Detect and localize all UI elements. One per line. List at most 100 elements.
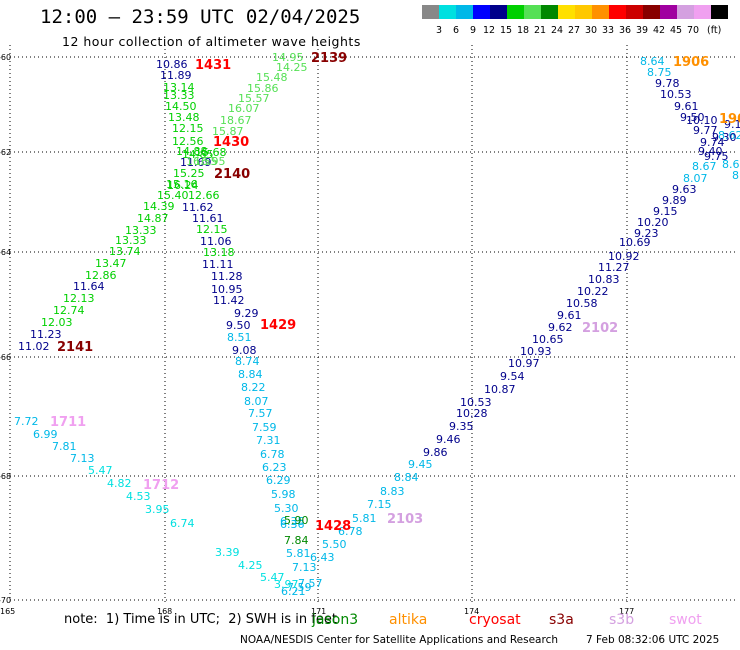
swh-value: 11.23 [30,328,62,341]
swh-value: 5.47 [260,571,285,584]
lat-tick-label: -62 [0,148,11,157]
legend-label: 3 [436,25,442,36]
swh-value: 12.66 [188,189,220,202]
swh-value: 6.35 [280,515,305,528]
swh-value: 9.45 [408,458,433,471]
swh-value: 10.65 [532,333,564,346]
legend-swatch [660,5,677,19]
swh-value: 9.35 [449,420,474,433]
swh-value: 12.56 [172,135,204,148]
swh-value: 8.84 [394,471,419,484]
swh-value: 8.83 [380,485,405,498]
swh-value: 9.54 [500,370,525,383]
legend-label: 9 [470,25,476,36]
swh-value: 9.50 [680,111,705,124]
swh-value: 15.57 [238,92,270,105]
time-stamp-label: 1711 [50,415,86,430]
lon-tick-label: 165 [0,607,15,616]
sat-label-s3a: s3a [549,612,574,628]
swh-value: 4.53 [126,490,151,503]
legend-swatch [609,5,626,19]
swh-value: 13.47 [95,257,127,270]
time-stamp-label: 2139 [311,51,347,66]
legend-label: 45 [670,25,682,36]
swh-value: 11.06 [200,235,232,248]
swh-value: 9.15 [653,205,678,218]
swh-value: 9.08 [232,344,257,357]
swh-value: 5.81 [352,512,377,525]
swh-value: 13.33 [115,234,147,247]
legend-label: 42 [653,25,665,36]
swh-value: 13.48 [168,111,200,124]
lon-tick-label: 174 [464,607,479,616]
time-stamp-label: 2102 [582,321,618,336]
swh-value: 11.89 [160,69,192,82]
swh-value: 6.21 [281,585,306,598]
swh-value: 10.10 [686,114,718,127]
swh-value: 8.07 [244,395,269,408]
legend-label: 30 [585,25,597,36]
swh-value: 7.13 [292,561,317,574]
legend-label: 12 [483,25,495,36]
swh-value: 16.07 [228,102,260,115]
swh-value: 3.39 [215,546,240,559]
swh-value: 5.98 [271,488,296,501]
swh-value: 6.78 [260,448,285,461]
swh-value: 10.86 [156,58,188,71]
swh-value: 14.95 [272,51,304,64]
time-stamp-label: 2141 [57,340,93,355]
swh-value: 9.75 [704,150,729,163]
swh-value: 6.78 [338,525,363,538]
swh-value: 16.55 [186,155,218,168]
swh-value: 14.39 [143,200,175,213]
swh-value: 8.74 [235,355,260,368]
legend-swatch [592,5,609,19]
swh-value: 7.15 [367,498,392,511]
swh-value: 9.40 [698,145,723,158]
time-stamp-label: 2103 [387,512,423,527]
legend-swatch [626,5,643,19]
swh-value: 13.14 [163,81,195,94]
swh-value: 9.30 [712,131,737,144]
lat-tick-label: -68 [0,472,11,481]
legend-swatch [677,5,694,19]
swh-value: 9.78 [655,77,680,90]
swh-value: 3.95 [145,503,170,516]
swh-value: 10.69 [619,236,651,249]
lat-tick-label: -66 [0,353,11,362]
swh-value: 9.29 [234,307,259,320]
swh-value: 15.48 [256,71,288,84]
legend-label: (ft) [707,25,721,36]
credit-line: NOAA/NESDIS Center for Satellite Applica… [240,634,558,646]
generation-timestamp: 7 Feb 08:32:06 UTC 2025 [586,634,720,646]
swh-value: 6.23 [262,461,287,474]
legend-label: 36 [619,25,631,36]
sat-label-cryosat: cryosat [469,612,521,628]
legend-swatch [541,5,558,19]
swh-value: 10.22 [577,285,609,298]
swh-value: 10.58 [566,297,598,310]
swh-value: 5.81 [286,547,311,560]
swh-value: 10.87 [484,383,516,396]
swh-value: 12.15 [196,223,228,236]
swh-value: 15.87 [212,125,244,138]
swh-value: 9.62 [548,321,573,334]
swh-value: 11.27 [598,261,630,274]
swh-value: 9.61 [674,100,699,113]
legend-swatch [575,5,592,19]
swh-value: 11.42 [213,294,245,307]
swh-value: 13.33 [163,89,195,102]
swh-value: 6.36 [280,518,305,531]
swh-value: 7.57 [248,407,273,420]
legend-label: 39 [636,25,648,36]
swh-value: 10.83 [588,273,620,286]
swh-value: 8.51 [227,331,252,344]
swh-value: 13.74 [109,245,141,258]
sat-label-jason3: jason3 [312,612,359,628]
swh-value: 5.47 [88,464,113,477]
swh-value: 5.90 [284,514,309,527]
swh-value: 7.81 [52,440,77,453]
swh-value: 12.13 [63,292,95,305]
swh-value: 8.6 [722,158,740,171]
